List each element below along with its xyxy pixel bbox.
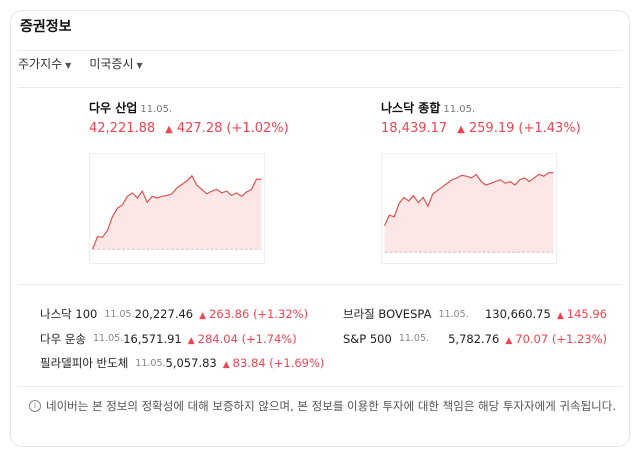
item-name: 필라델피아 반도체 bbox=[40, 356, 129, 371]
change-value: 145.96 bbox=[566, 307, 607, 322]
change-value: 284.04 bbox=[197, 331, 238, 346]
up-triangle-icon: ▲ bbox=[457, 124, 465, 135]
item-value: 5,782.76 bbox=[448, 331, 500, 346]
change-percent: (+1.23%) bbox=[551, 331, 607, 346]
up-triangle-icon: ▲ bbox=[165, 124, 173, 135]
item-change: ▲ 70.07 (+1.23%) bbox=[505, 332, 607, 346]
index-name: 다우 산업 bbox=[89, 101, 138, 115]
index-value: 42,221.88 bbox=[89, 121, 156, 136]
disclaimer-text: 네이버는 본 정보의 정확성에 대해 보증하지 않으며, 본 정보를 이용한 투… bbox=[46, 399, 616, 413]
change-value: 70.07 bbox=[515, 331, 549, 346]
divider bbox=[18, 50, 622, 51]
index-list-left: 나스닥 100 11.05. 20,227.46 ▲ 263.86 (+1.32%) 다… bbox=[40, 302, 324, 376]
caret-down-icon: ▼ bbox=[65, 61, 72, 70]
chart-area bbox=[92, 175, 262, 250]
item-value: 130,660.75 bbox=[484, 307, 551, 322]
index-name: 나스닥 종합 bbox=[381, 101, 441, 115]
index-value: 18,439.17 bbox=[381, 121, 448, 136]
disclaimer: i 네이버는 본 정보의 정확성에 대해 보증하지 않으며, 본 정보를 이용한 … bbox=[29, 399, 618, 414]
list-item[interactable]: S&P 500 11.05. 5,782.76 ▲ 70.07 (+1.23%) bbox=[343, 327, 607, 352]
change-percent: (+1.74%) bbox=[241, 331, 297, 346]
item-name: S&P 500 bbox=[343, 331, 392, 346]
item-date: 11.05. bbox=[92, 333, 124, 345]
item-name: 다우 운송 bbox=[40, 331, 86, 346]
index-date: 11.05. bbox=[140, 104, 173, 115]
tab-us-market[interactable]: 미국증시 ▼ bbox=[89, 55, 142, 72]
item-date: 11.05. bbox=[104, 308, 135, 320]
divider bbox=[18, 386, 622, 387]
item-value: 5,057.83 bbox=[165, 356, 217, 371]
stock-info-card bbox=[10, 10, 630, 447]
dow-chart[interactable] bbox=[89, 153, 265, 264]
chart-line bbox=[92, 174, 262, 250]
tab-label: 주가지수 bbox=[18, 57, 63, 71]
nasdaq-chart[interactable] bbox=[381, 153, 557, 264]
index-percent: (+1.43%) bbox=[518, 121, 581, 136]
tab-bar: 주가지수 ▼ 미국증시 ▼ bbox=[18, 55, 143, 72]
list-item[interactable]: 브라질 BOVESPA 11.05. 130,660.75 ▲ 145.96 bbox=[343, 302, 607, 327]
list-item[interactable]: 나스닥 100 11.05. 20,227.46 ▲ 263.86 (+1.32%) bbox=[40, 302, 308, 327]
tab-stock-index[interactable]: 주가지수 ▼ bbox=[18, 55, 71, 72]
tab-label: 미국증시 bbox=[89, 57, 134, 71]
major-index-dow[interactable]: 다우 산업 11.05. 42,221.88 ▲ 427.28 (+1.02%) bbox=[89, 97, 289, 136]
index-change: 259.19 bbox=[468, 121, 515, 136]
change-percent: (+1.69%) bbox=[269, 356, 325, 371]
caret-down-icon: ▼ bbox=[136, 61, 143, 70]
item-change: ▲ 263.86 (+1.32%) bbox=[199, 307, 308, 321]
item-date: 11.05. bbox=[438, 308, 469, 320]
index-date: 11.05. bbox=[443, 104, 476, 115]
divider bbox=[18, 284, 622, 285]
list-item[interactable]: 필라델피아 반도체 11.05. 5,057.83 ▲ 83.84 (+1.69%) bbox=[40, 351, 324, 376]
item-name: 브라질 BOVESPA bbox=[343, 307, 432, 322]
item-change: ▲ 83.84 (+1.69%) bbox=[223, 356, 325, 370]
item-date: 11.05. bbox=[135, 357, 166, 369]
chart-line bbox=[384, 172, 554, 226]
change-percent: (+1.32%) bbox=[252, 307, 309, 322]
change-value: 83.84 bbox=[232, 356, 266, 371]
chart-area bbox=[384, 172, 554, 253]
item-change: ▲ 145.96 bbox=[557, 307, 607, 321]
up-triangle-icon: ▲ bbox=[556, 311, 564, 322]
up-triangle-icon: ▲ bbox=[187, 335, 195, 346]
index-change: 427.28 bbox=[176, 121, 223, 136]
item-value: 16,571.91 bbox=[123, 331, 182, 346]
index-list-right: 브라질 BOVESPA 11.05. 130,660.75 ▲ 145.96 S&P 5… bbox=[343, 302, 607, 351]
item-value: 20,227.46 bbox=[134, 307, 194, 322]
major-index-nasdaq[interactable]: 나스닥 종합 11.05. 18,439.17 ▲ 259.19 (+1.43%) bbox=[381, 97, 581, 136]
index-percent: (+1.02%) bbox=[226, 121, 289, 136]
card-title: 증권정보 bbox=[20, 19, 72, 35]
up-triangle-icon: ▲ bbox=[505, 335, 513, 346]
item-change: ▲ 284.04 (+1.74%) bbox=[188, 332, 297, 346]
up-triangle-icon: ▲ bbox=[199, 311, 207, 322]
list-item[interactable]: 다우 운송 11.05. 16,571.91 ▲ 284.04 (+1.74%) bbox=[40, 327, 297, 352]
change-value: 263.86 bbox=[209, 307, 250, 322]
divider bbox=[18, 87, 622, 88]
item-date: 11.05. bbox=[398, 333, 430, 345]
up-triangle-icon: ▲ bbox=[222, 360, 230, 371]
info-icon: i bbox=[29, 400, 41, 412]
item-name: 나스닥 100 bbox=[40, 307, 98, 322]
